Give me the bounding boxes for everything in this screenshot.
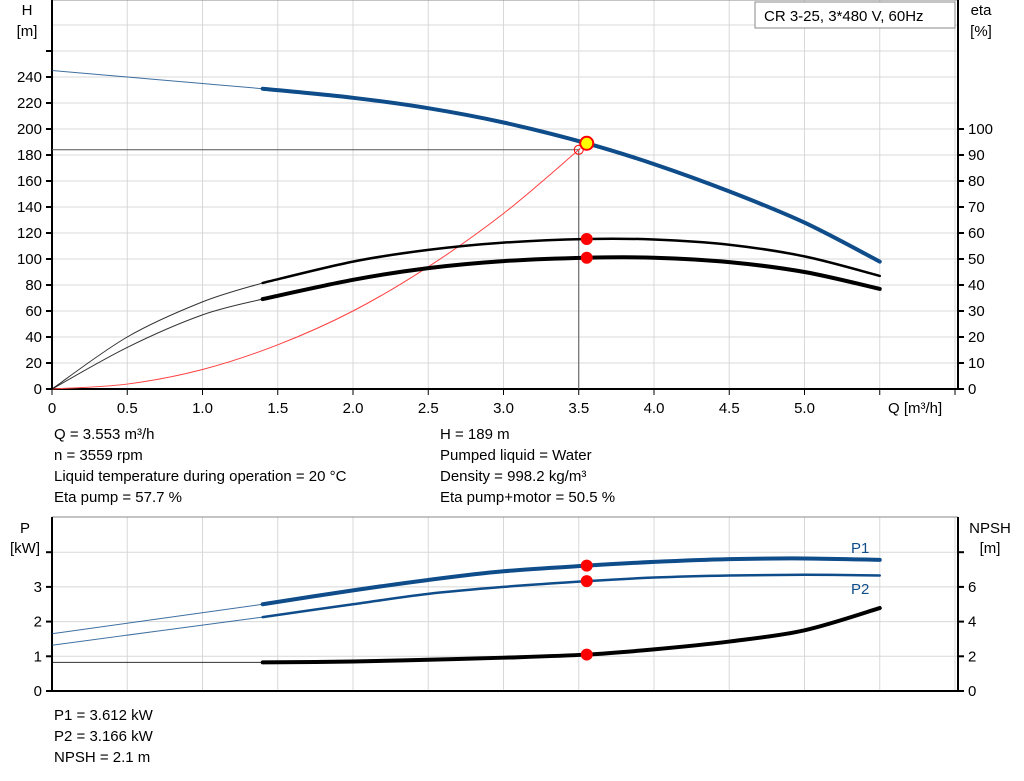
x-tick-label: 4.5	[719, 400, 740, 417]
x-tick-label: 3.0	[493, 400, 514, 417]
y-left-tick-label: 40	[25, 329, 42, 346]
info-npsh: NPSH = 2.1 m	[54, 749, 150, 766]
x-tick-label: 5.0	[794, 400, 815, 417]
info-p2: P2 = 3.166 kW	[54, 728, 154, 745]
info-liquid: Pumped liquid = Water	[440, 447, 592, 464]
y-left-tick-label: 180	[17, 147, 42, 164]
y-left-tick-label: 60	[25, 303, 42, 320]
y-left-tick-label: 1	[34, 648, 42, 665]
x-tick-label: 3.5	[568, 400, 589, 417]
x-tick-label: 2.0	[343, 400, 364, 417]
legend-p1: P1	[851, 540, 869, 557]
y-left-tick-label: 0	[34, 381, 42, 398]
x-tick-label: 4.0	[644, 400, 665, 417]
info-temp: Liquid temperature during operation = 20…	[54, 468, 347, 485]
info-q: Q = 3.553 m³/h	[54, 426, 154, 443]
grid-top: 0 20 40 60 80 100 120 140 160 180 200 220 240 0 10 20 30…	[17, 0, 993, 417]
y-left-tick-label: 80	[25, 277, 42, 294]
eta-pump-motor-marker	[580, 251, 593, 264]
curves	[51, 70, 882, 665]
curve-P2	[261, 573, 881, 619]
y-left-tick-label: 0	[34, 683, 42, 700]
x-tick-label: 0	[48, 400, 56, 417]
y-left-tick-label: 2	[34, 614, 42, 631]
x-tick-label: 2.5	[418, 400, 439, 417]
y-left-tick-label: 200	[17, 121, 42, 138]
y-left-tick-label: 240	[17, 69, 42, 86]
y-right-unit-bottom: [m]	[980, 540, 1001, 557]
operating-point-marker	[579, 135, 595, 151]
y-left-tick-label: 120	[17, 225, 42, 242]
curve-eta_pump_motor	[260, 255, 882, 302]
y-right-tick-label: 4	[968, 614, 976, 631]
title-box	[754, 1, 956, 29]
info-eta-pump: Eta pump = 57.7 %	[54, 489, 182, 506]
info-density: Density = 998.2 kg/m³	[440, 468, 586, 485]
info-h: H = 189 m	[440, 426, 510, 443]
curve-eta_pump_motor-thin	[51, 298, 263, 390]
curve-P1-thin	[51, 603, 263, 635]
curve-H	[260, 86, 882, 264]
y-right-tick-label: 0	[968, 381, 976, 398]
y-right-tick-label: 20	[968, 329, 985, 346]
y-right-label-bottom: NPSH	[969, 520, 1011, 537]
y-right-tick-label: 30	[968, 303, 985, 320]
curve-eta_pump	[261, 237, 881, 285]
info-eta-pump-motor: Eta pump+motor = 50.5 %	[440, 489, 615, 506]
y-left-tick-label: 220	[17, 95, 42, 112]
y-right-tick-label: 90	[968, 147, 985, 164]
y-left-tick-label: 20	[25, 355, 42, 372]
operating-info-bottom: P1 = 3.612 kW P2 = 3.166 kW NPSH = 2.1 m	[54, 707, 154, 766]
x-tick-label: 0.5	[117, 400, 138, 417]
y-right-tick-label: 40	[968, 277, 985, 294]
y-right-tick-label: 0	[968, 683, 976, 700]
y-left-tick-label: 100	[17, 251, 42, 268]
y-left-tick-label: 3	[34, 579, 42, 596]
y-right-unit-top: [%]	[970, 23, 992, 40]
p1-marker	[580, 559, 593, 572]
y-right-tick-label: 6	[968, 579, 976, 596]
y-right-tick-label: 70	[968, 199, 985, 216]
legend-p2: P2	[851, 581, 869, 598]
curve-NPSH	[260, 606, 882, 665]
x-tick-label: 1.0	[192, 400, 213, 417]
p2-marker	[580, 575, 593, 588]
grid-bottom: 0 1 2 3 0 2 4 6	[34, 516, 976, 700]
x-tick-label: 1.5	[267, 400, 288, 417]
y-left-unit-bottom: [kW]	[10, 540, 40, 557]
chart-title: CR 3-25, 3*480 V, 60Hz	[764, 8, 924, 25]
y-right-tick-label: 50	[968, 251, 985, 268]
y-right-tick-label: 80	[968, 173, 985, 190]
y-right-tick-label: 10	[968, 355, 985, 372]
y-left-unit-top: [m]	[17, 23, 38, 40]
y-left-tick-label: 140	[17, 199, 42, 216]
markers	[573, 135, 595, 661]
y-right-label-top: eta	[971, 2, 993, 19]
operating-info-top: Q = 3.553 m³/h n = 3559 rpm Liquid tempe…	[54, 426, 615, 506]
y-right-tick-label: 60	[968, 225, 985, 242]
y-right-tick-label: 100	[968, 121, 993, 138]
y-right-tick-label: 2	[968, 648, 976, 665]
info-p1: P1 = 3.612 kW	[54, 707, 154, 724]
curve-H-thin	[51, 70, 263, 90]
eta-pump-marker	[580, 232, 593, 245]
y-left-label-top: H	[22, 2, 33, 19]
info-n: n = 3559 rpm	[54, 447, 143, 464]
curve-eta_pump-thin	[51, 282, 263, 390]
y-left-label-bottom: P	[20, 520, 30, 537]
x-axis-label: Q [m³/h]	[888, 400, 942, 417]
npsh-marker	[580, 648, 593, 661]
curve-P2-thin	[51, 616, 263, 646]
y-left-tick-label: 160	[17, 173, 42, 190]
curve-system_curve	[51, 149, 580, 390]
